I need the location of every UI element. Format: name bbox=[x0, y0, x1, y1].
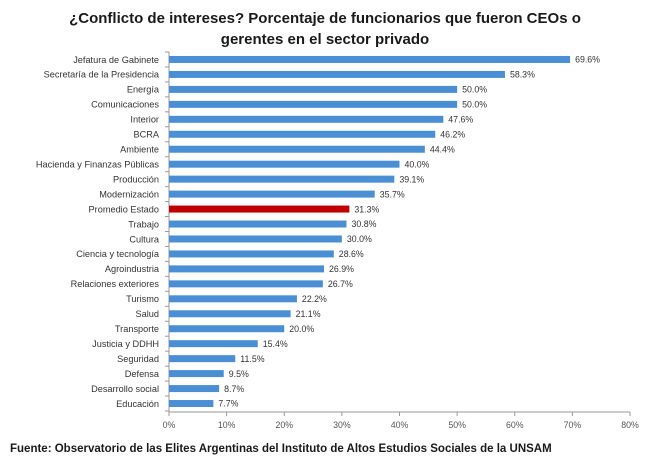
bar bbox=[169, 160, 400, 168]
x-tick-label: 20% bbox=[275, 420, 293, 430]
bar bbox=[169, 115, 444, 123]
value-label: 31.3% bbox=[354, 204, 379, 214]
x-tick-label: 10% bbox=[218, 420, 236, 430]
x-tick-label: 50% bbox=[448, 420, 466, 430]
x-tick-label: 30% bbox=[333, 420, 351, 430]
value-label: 22.2% bbox=[302, 294, 327, 304]
category-label: Agroindustria bbox=[105, 264, 160, 274]
bar bbox=[169, 295, 297, 303]
value-label: 26.9% bbox=[329, 264, 354, 274]
value-label: 50.0% bbox=[462, 100, 487, 110]
value-label: 35.7% bbox=[380, 189, 405, 199]
category-label: Seguridad bbox=[117, 354, 159, 364]
value-label: 69.6% bbox=[575, 55, 600, 65]
value-label: 21.1% bbox=[296, 309, 321, 319]
bar bbox=[169, 265, 325, 273]
category-label: Defensa bbox=[125, 369, 160, 379]
value-label: 7.7% bbox=[218, 399, 238, 409]
bar bbox=[169, 175, 395, 183]
category-label: Educación bbox=[116, 399, 159, 409]
value-label: 47.6% bbox=[448, 115, 473, 125]
value-label: 9.5% bbox=[229, 369, 249, 379]
bar bbox=[169, 385, 220, 393]
bar bbox=[169, 370, 224, 378]
bar bbox=[169, 145, 425, 153]
bar bbox=[169, 400, 214, 408]
value-label: 40.0% bbox=[405, 159, 430, 169]
category-label: Turismo bbox=[126, 294, 159, 304]
bar bbox=[169, 130, 436, 138]
category-label: Relaciones exteriores bbox=[71, 279, 160, 289]
category-label: Ambiente bbox=[120, 145, 159, 155]
category-label: Ciencia y tecnología bbox=[76, 249, 160, 259]
bar bbox=[169, 55, 571, 63]
chart-title-line-1: ¿Conflicto de intereses? Porcentaje de f… bbox=[69, 10, 581, 27]
bar bbox=[169, 100, 458, 108]
highlight-bar bbox=[169, 205, 350, 213]
bar bbox=[169, 220, 347, 228]
source-note: Fuente: Observatorio de las Elites Argen… bbox=[10, 443, 552, 455]
bar bbox=[169, 85, 458, 93]
chart-title: ¿Conflicto de intereses? Porcentaje de f… bbox=[0, 8, 650, 50]
category-label: Interior bbox=[130, 115, 159, 125]
bar bbox=[169, 190, 375, 198]
category-label: Secretaría de la Presidencia bbox=[44, 70, 160, 80]
value-label: 30.8% bbox=[351, 219, 376, 229]
value-label: 26.7% bbox=[328, 279, 353, 289]
value-label: 30.0% bbox=[347, 234, 372, 244]
x-tick-label: 0% bbox=[163, 420, 176, 430]
bar bbox=[169, 70, 505, 78]
category-label: BCRA bbox=[133, 130, 159, 140]
category-label: Desarrollo social bbox=[91, 384, 159, 394]
value-label: 28.6% bbox=[339, 249, 364, 259]
value-label: 11.5% bbox=[240, 354, 264, 364]
x-tick-label: 80% bbox=[621, 420, 639, 430]
category-label: Cultura bbox=[129, 234, 160, 244]
bar bbox=[169, 250, 334, 258]
category-label: Hacienda y Finanzas Públicas bbox=[36, 159, 159, 169]
value-label: 44.4% bbox=[430, 144, 455, 154]
category-label: Promedio Estado bbox=[89, 204, 159, 214]
value-label: 50.0% bbox=[462, 85, 487, 95]
category-label: Salud bbox=[136, 309, 160, 319]
value-label: 8.7% bbox=[224, 384, 244, 394]
x-tick-label: 40% bbox=[391, 420, 409, 430]
category-label: Energía bbox=[127, 85, 160, 95]
value-label: 46.2% bbox=[440, 129, 465, 139]
x-tick-label: 70% bbox=[564, 420, 582, 430]
bar bbox=[169, 310, 291, 318]
bar bbox=[169, 235, 342, 243]
category-label: Trabajo bbox=[128, 219, 159, 229]
chart-title-line-2: gerentes en el sector privado bbox=[220, 31, 430, 48]
bar bbox=[169, 340, 258, 348]
category-label: Comunicaciones bbox=[91, 100, 159, 110]
x-tick-label: 60% bbox=[506, 420, 524, 430]
bar bbox=[169, 355, 236, 363]
category-label: Justicia y DDHH bbox=[92, 339, 159, 349]
value-label: 20.0% bbox=[289, 324, 314, 334]
category-label: Jefatura de Gabinete bbox=[73, 55, 159, 65]
category-label: Modernización bbox=[99, 189, 159, 199]
value-label: 39.1% bbox=[399, 174, 424, 184]
value-label: 58.3% bbox=[510, 70, 535, 80]
category-label: Producción bbox=[113, 174, 159, 184]
bar-chart: 0% 10% 20% 30% 40% 50% 60% 70% 80% Jefatura de Ga… bbox=[36, 51, 639, 430]
category-label: Transporte bbox=[115, 324, 159, 334]
value-label: 15.4% bbox=[263, 339, 288, 349]
bar bbox=[169, 325, 285, 333]
bar bbox=[169, 280, 323, 288]
